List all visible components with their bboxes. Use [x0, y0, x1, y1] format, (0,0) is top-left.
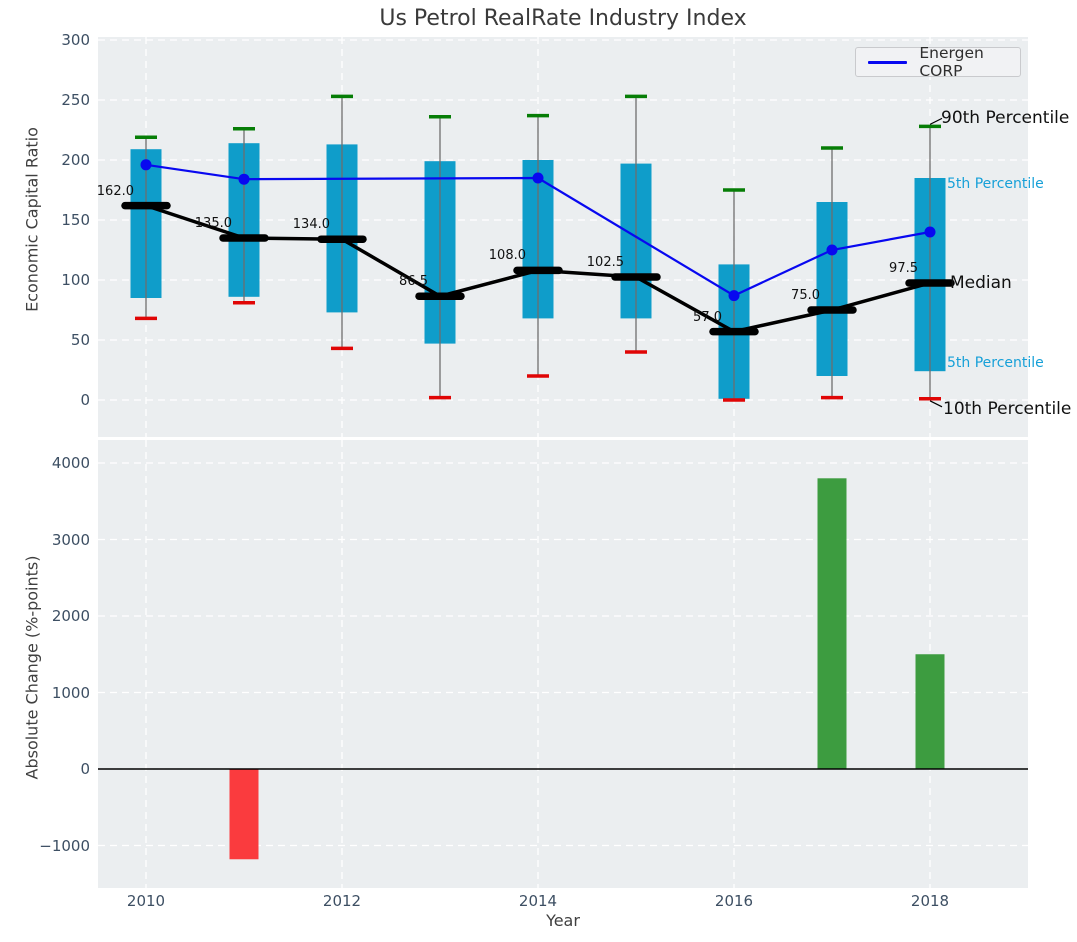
percentile-10-label: 10th Percentile — [943, 399, 1072, 419]
bar — [915, 654, 945, 769]
percentile-75-label: 5th Percentile — [947, 176, 1044, 192]
energen-line — [145, 163, 931, 297]
bar — [817, 478, 847, 769]
bottom-axes — [98, 440, 1028, 888]
energen-point — [238, 173, 250, 185]
top-axes — [98, 37, 1028, 437]
median-value-label: 108.0 — [488, 248, 526, 264]
annotation-leader — [929, 117, 943, 125]
median-value-label: 135.0 — [194, 216, 232, 231]
median-value-label: 57.0 — [693, 309, 722, 325]
y-tick-label: 3000 — [51, 530, 90, 549]
x-axis-label: Year — [546, 911, 580, 930]
median-value-label: 134.0 — [292, 217, 330, 233]
bar — [229, 769, 259, 860]
x-tick-label: 2014 — [518, 892, 558, 910]
y-tick-label: 300 — [61, 31, 90, 49]
chart-title: Us Petrol RealRate Industry Index — [379, 6, 747, 31]
x-tick-label: 2010 — [126, 892, 166, 910]
legend-line-sample — [868, 60, 908, 64]
energen-point — [728, 290, 740, 302]
y-tick-label: 4000 — [51, 454, 90, 472]
energen-point — [532, 172, 544, 184]
y-tick-label: 100 — [61, 271, 90, 289]
annotation-leader — [929, 400, 943, 408]
energen-point — [924, 226, 936, 238]
energen-point — [140, 159, 152, 171]
median-value-label: 75.0 — [791, 288, 820, 303]
y-tick-label: −1000 — [39, 836, 90, 855]
y-tick-label: 1000 — [51, 683, 90, 702]
percentile-90-label: 90th Percentile — [941, 108, 1070, 128]
median-value-label: 86.5 — [399, 274, 428, 290]
legend-box: Energen CORP — [855, 44, 1021, 80]
y-tick-label: 200 — [61, 151, 90, 169]
x-tick-label: 2016 — [714, 892, 754, 910]
energen-point — [826, 244, 838, 256]
percentile-25-label: 5th Percentile — [947, 355, 1044, 371]
y-tick-label: 250 — [61, 91, 90, 109]
y-tick-label: 0 — [80, 391, 90, 409]
y-tick-label: 0 — [80, 760, 90, 778]
median-value-label: 102.5 — [586, 255, 624, 270]
x-tick-label: 2018 — [910, 892, 950, 910]
legend-label: Energen CORP — [919, 44, 984, 80]
median-value-label: 162.0 — [96, 183, 134, 199]
median-label: Median — [950, 273, 1012, 293]
y-tick-label: 2000 — [51, 607, 90, 625]
bottom-chart-svg — [98, 440, 1028, 888]
y-tick-label: 50 — [70, 331, 90, 349]
y-tick-label: 150 — [61, 211, 90, 229]
median-value-label: 97.5 — [889, 261, 918, 276]
top-chart-svg — [98, 37, 1028, 437]
x-tick-label: 2012 — [322, 892, 362, 910]
